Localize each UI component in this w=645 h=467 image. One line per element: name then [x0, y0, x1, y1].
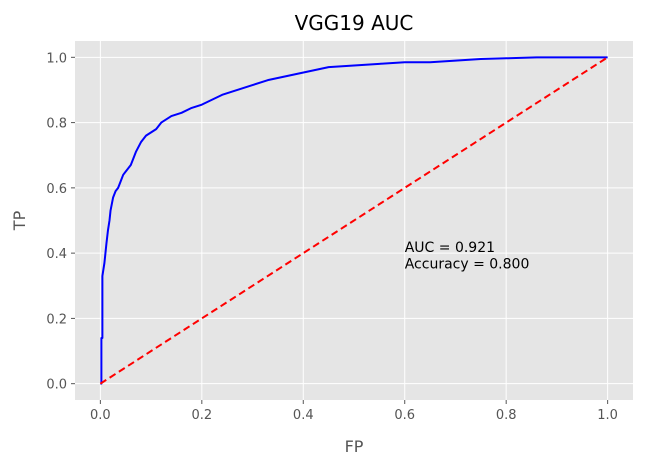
series-group [99, 56, 609, 385]
y-tick-label: 0.2 [46, 312, 67, 327]
x-tick-label: 0.0 [90, 408, 111, 423]
y-tick-label: 0.6 [46, 182, 67, 197]
chart-title: VGG19 AUC [295, 11, 414, 35]
y-tick-label: 0.8 [46, 117, 67, 132]
annotation-text: Accuracy = 0.800 [405, 256, 530, 272]
x-tick-label: 0.2 [191, 408, 212, 423]
y-tick-label: 1.0 [46, 51, 67, 66]
x-axis-ticks: 0.0 0.2 0.4 0.6 0.8 1.0 [90, 400, 618, 423]
chance-diagonal-line [99, 56, 609, 385]
y-axis-ticks: 0.0 0.2 0.4 0.6 0.8 1.0 [46, 51, 75, 393]
roc-curve-line [100, 56, 608, 385]
y-axis-label: TP [10, 210, 29, 231]
x-axis-label: FP [345, 437, 364, 456]
y-tick-label: 0.0 [46, 378, 67, 393]
x-tick-label: 0.8 [496, 408, 517, 423]
x-tick-label: 0.6 [394, 408, 415, 423]
x-tick-label: 0.4 [293, 408, 314, 423]
annotation-text: AUC = 0.921 [405, 240, 495, 256]
x-tick-label: 1.0 [597, 408, 618, 423]
y-tick-label: 0.4 [46, 247, 67, 262]
grid-lines [75, 41, 633, 400]
